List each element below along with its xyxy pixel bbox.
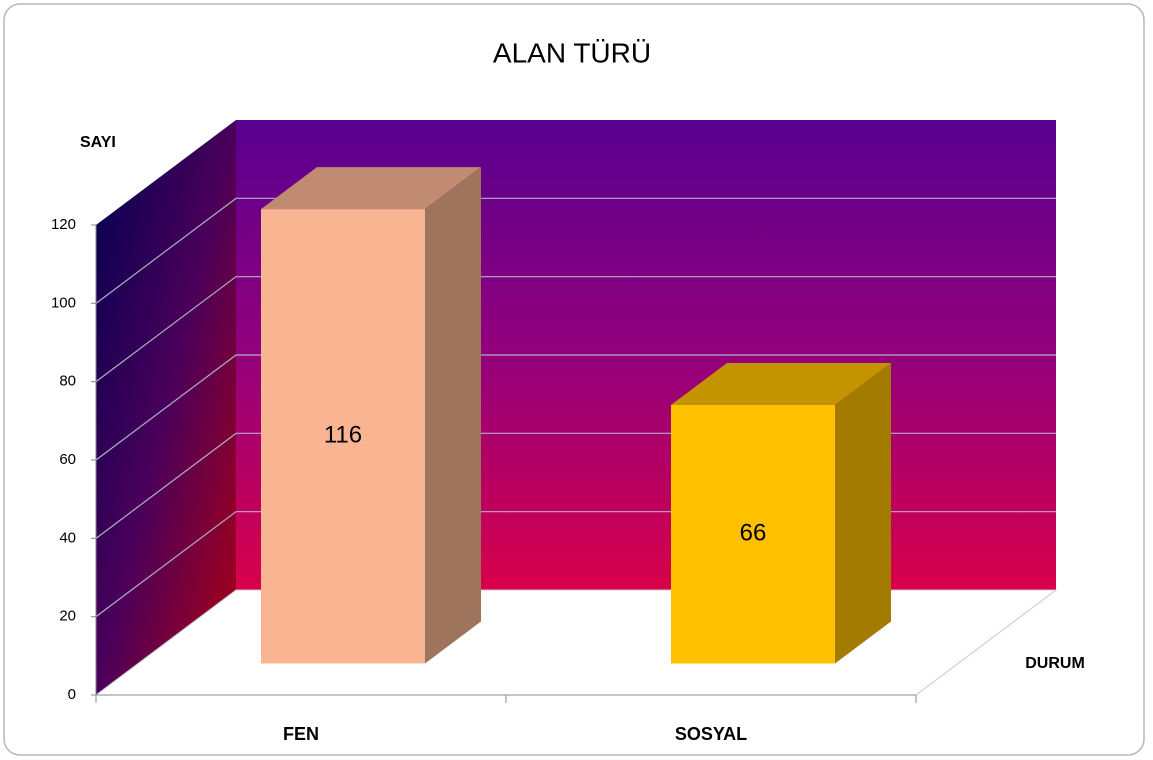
- bar: [671, 405, 835, 664]
- grid-line: [95, 197, 1056, 304]
- x-tick-label: SOSYAL: [675, 724, 747, 744]
- bar-side: [835, 363, 891, 664]
- y-tick-label: 120: [51, 216, 76, 233]
- y-tick-label: 40: [59, 529, 76, 546]
- plot-walls: [94, 120, 1058, 696]
- y-tick-label: 0: [68, 686, 76, 703]
- bar-top: [671, 363, 891, 405]
- x-axis-label: DURUM: [1025, 655, 1085, 672]
- bar-top: [261, 167, 481, 210]
- data-label: 66: [740, 520, 767, 547]
- bar-side: [425, 167, 481, 664]
- y-tick-label: 100: [51, 294, 76, 311]
- y-tick-label: 60: [59, 451, 76, 468]
- grid-line: [95, 354, 1056, 461]
- bar: [261, 209, 425, 664]
- y-tick-label: 80: [59, 373, 76, 390]
- chart-title: ALAN TÜRÜ: [493, 37, 651, 68]
- y-tick-label: 20: [59, 608, 76, 625]
- floor: [94, 589, 1058, 696]
- grid-line: [95, 276, 1056, 383]
- data-label: 116: [324, 422, 362, 449]
- y-axis-label: SAYI: [80, 134, 116, 151]
- x-tick-label: FEN: [283, 724, 319, 744]
